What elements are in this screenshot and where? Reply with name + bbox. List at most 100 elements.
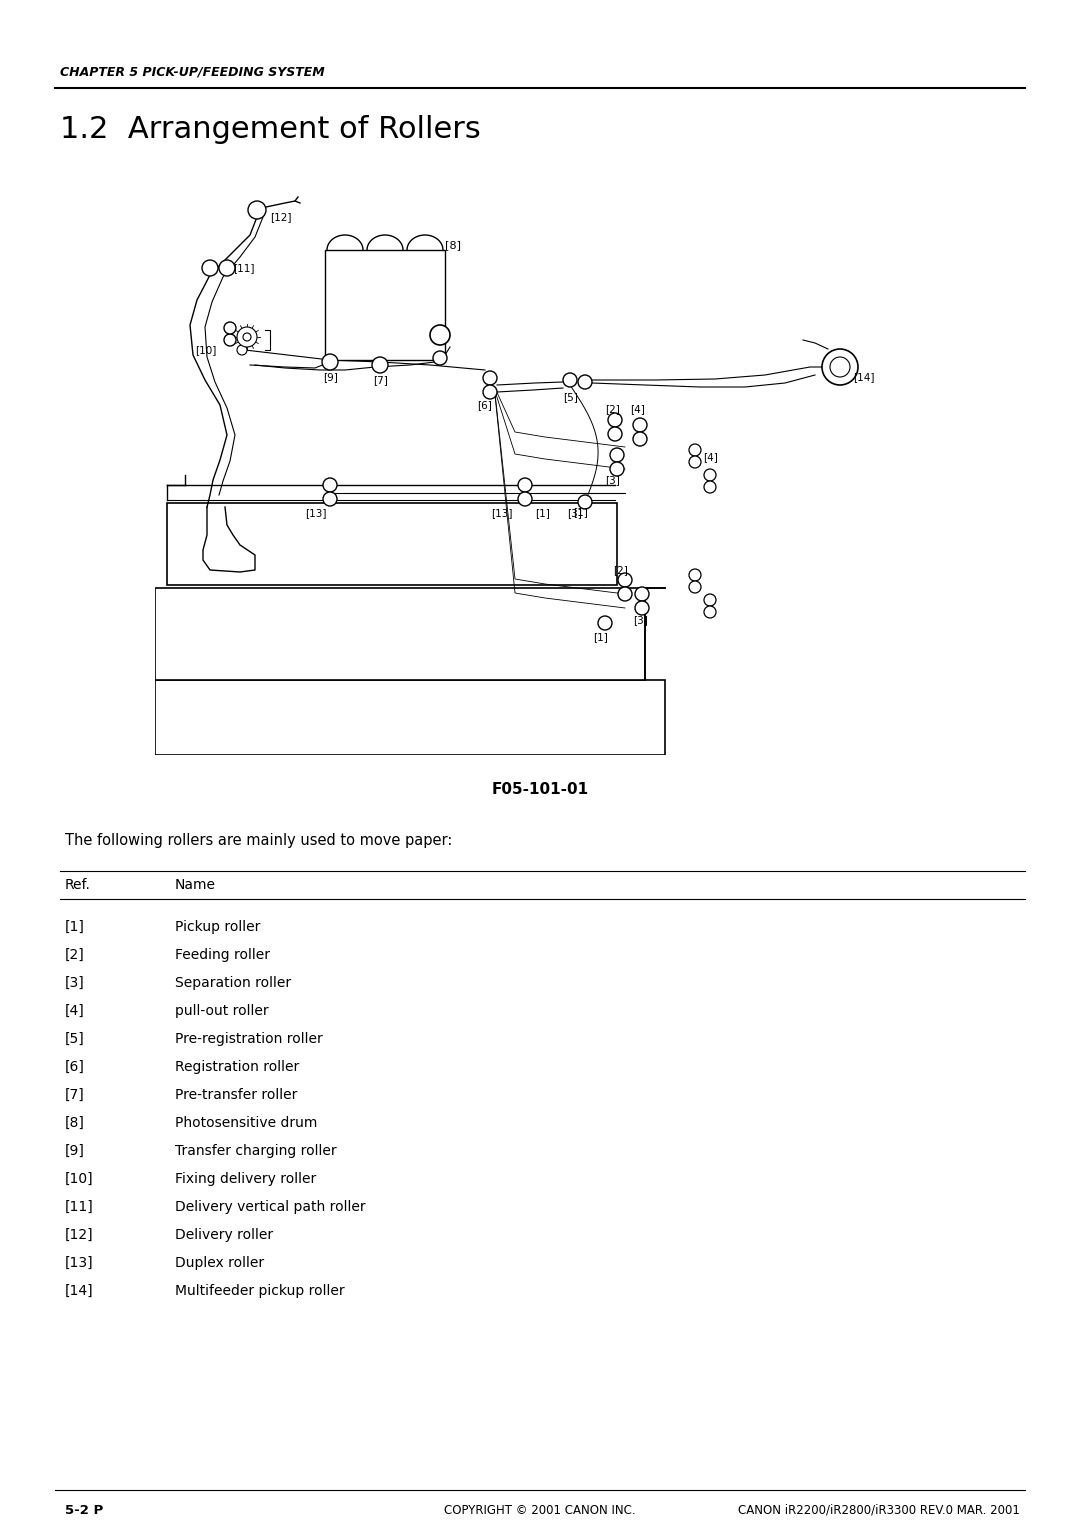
- Circle shape: [704, 605, 716, 618]
- Text: Fixing delivery roller: Fixing delivery roller: [175, 1173, 316, 1187]
- Text: Pre-transfer roller: Pre-transfer roller: [175, 1089, 297, 1102]
- Circle shape: [518, 492, 532, 506]
- Text: [13]: [13]: [305, 508, 326, 518]
- Text: [13]: [13]: [491, 508, 513, 518]
- Text: Separation roller: Separation roller: [175, 976, 292, 989]
- Circle shape: [372, 356, 388, 373]
- Circle shape: [578, 495, 592, 509]
- Circle shape: [704, 482, 716, 492]
- Circle shape: [322, 355, 338, 370]
- Circle shape: [704, 593, 716, 605]
- Text: [4]: [4]: [703, 453, 718, 462]
- Text: [4]: [4]: [65, 1005, 84, 1018]
- Text: Delivery vertical path roller: Delivery vertical path roller: [175, 1200, 366, 1214]
- Text: COPYRIGHT © 2001 CANON INC.: COPYRIGHT © 2001 CANON INC.: [444, 1503, 636, 1517]
- Circle shape: [563, 373, 577, 387]
- Circle shape: [831, 356, 850, 378]
- Circle shape: [248, 200, 266, 219]
- FancyBboxPatch shape: [325, 251, 445, 359]
- Text: 5-2 P: 5-2 P: [65, 1503, 104, 1517]
- Text: [10]: [10]: [195, 346, 216, 355]
- Text: pull-out roller: pull-out roller: [175, 1005, 269, 1018]
- Circle shape: [598, 616, 612, 630]
- Text: [12]: [12]: [65, 1228, 94, 1242]
- Circle shape: [633, 417, 647, 433]
- Text: [5]: [5]: [563, 391, 578, 402]
- Text: [7]: [7]: [373, 375, 388, 385]
- Circle shape: [237, 327, 257, 347]
- Circle shape: [689, 456, 701, 468]
- Text: [14]: [14]: [65, 1284, 94, 1298]
- Text: Duplex roller: Duplex roller: [175, 1255, 265, 1271]
- Text: Pre-registration roller: Pre-registration roller: [175, 1032, 323, 1046]
- FancyBboxPatch shape: [167, 503, 617, 586]
- Text: Transfer charging roller: Transfer charging roller: [175, 1144, 337, 1157]
- Text: [1]: [1]: [65, 920, 85, 934]
- Circle shape: [224, 323, 237, 333]
- Circle shape: [608, 413, 622, 427]
- Circle shape: [608, 427, 622, 440]
- Circle shape: [610, 448, 624, 462]
- Circle shape: [483, 372, 497, 385]
- Text: [8]: [8]: [445, 240, 461, 251]
- Circle shape: [618, 573, 632, 587]
- Circle shape: [323, 479, 337, 492]
- Text: [8]: [8]: [65, 1116, 85, 1130]
- Circle shape: [689, 569, 701, 581]
- Text: [7]: [7]: [65, 1089, 84, 1102]
- Circle shape: [689, 443, 701, 456]
- Text: Ref.: Ref.: [65, 878, 91, 891]
- Circle shape: [219, 260, 235, 277]
- Text: [1]: [1]: [535, 508, 550, 518]
- Text: [2]: [2]: [613, 566, 627, 575]
- Text: [3]: [3]: [605, 476, 620, 485]
- Text: [11]: [11]: [65, 1200, 94, 1214]
- Circle shape: [689, 581, 701, 593]
- Text: Photosensitive drum: Photosensitive drum: [175, 1116, 318, 1130]
- Circle shape: [610, 462, 624, 476]
- Text: [2]: [2]: [65, 948, 84, 962]
- Text: Multifeeder pickup roller: Multifeeder pickup roller: [175, 1284, 345, 1298]
- Text: CANON iR2200/iR2800/iR3300 REV.0 MAR. 2001: CANON iR2200/iR2800/iR3300 REV.0 MAR. 20…: [738, 1503, 1020, 1517]
- Polygon shape: [156, 680, 665, 755]
- Text: CHAPTER 5 PICK-UP/FEEDING SYSTEM: CHAPTER 5 PICK-UP/FEEDING SYSTEM: [60, 66, 325, 78]
- Circle shape: [704, 469, 716, 482]
- Text: [3]: [3]: [633, 615, 648, 625]
- Text: [11]: [11]: [233, 263, 255, 274]
- Text: [9]: [9]: [323, 372, 338, 382]
- Text: Registration roller: Registration roller: [175, 1060, 299, 1073]
- Text: [13]: [13]: [65, 1255, 94, 1271]
- Circle shape: [323, 492, 337, 506]
- Text: [9]: [9]: [65, 1144, 85, 1157]
- Circle shape: [243, 333, 251, 341]
- Circle shape: [483, 385, 497, 399]
- Circle shape: [635, 601, 649, 615]
- Circle shape: [518, 479, 532, 492]
- Text: Pickup roller: Pickup roller: [175, 920, 260, 934]
- Text: [12]: [12]: [270, 213, 292, 222]
- Text: The following rollers are mainly used to move paper:: The following rollers are mainly used to…: [65, 832, 453, 847]
- Text: [1]: [1]: [573, 508, 588, 517]
- Text: [1]: [1]: [593, 631, 608, 642]
- Text: [2]: [2]: [605, 404, 620, 414]
- Text: [6]: [6]: [65, 1060, 85, 1073]
- Circle shape: [433, 352, 447, 365]
- Text: Delivery roller: Delivery roller: [175, 1228, 273, 1242]
- Text: [3]: [3]: [567, 508, 582, 518]
- Circle shape: [202, 260, 218, 277]
- Text: F05-101-01: F05-101-01: [491, 783, 589, 798]
- Text: [3]: [3]: [65, 976, 84, 989]
- Circle shape: [635, 587, 649, 601]
- Circle shape: [822, 349, 858, 385]
- Circle shape: [578, 375, 592, 388]
- Text: [5]: [5]: [65, 1032, 84, 1046]
- Text: [4]: [4]: [630, 404, 645, 414]
- Circle shape: [618, 587, 632, 601]
- Text: [6]: [6]: [477, 401, 491, 410]
- Circle shape: [237, 346, 247, 355]
- Circle shape: [430, 326, 450, 346]
- Text: 1.2  Arrangement of Rollers: 1.2 Arrangement of Rollers: [60, 116, 481, 145]
- Circle shape: [224, 333, 237, 346]
- Circle shape: [633, 433, 647, 446]
- Text: [14]: [14]: [853, 372, 875, 382]
